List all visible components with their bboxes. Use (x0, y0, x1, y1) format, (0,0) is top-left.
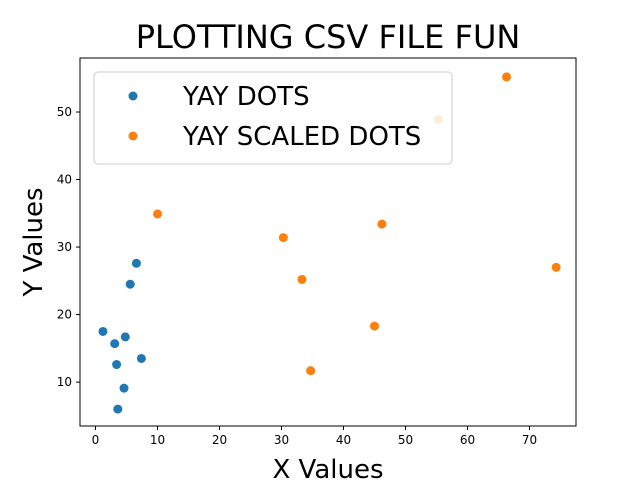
data-points (98, 72, 561, 414)
legend: YAY DOTS YAY SCALED DOTS (93, 71, 453, 165)
data-point (112, 360, 122, 370)
y-axis-label: Y Values (19, 187, 49, 297)
data-point (370, 321, 379, 331)
x-tick-label: 20 (212, 433, 227, 447)
y-tick-label: 30 (57, 240, 72, 254)
data-point (306, 366, 316, 376)
data-point (153, 209, 162, 219)
data-point (297, 274, 307, 284)
data-point (98, 326, 108, 336)
y-axis-ticks: 10 20 30 40 50 (57, 105, 80, 389)
x-tick-label: 50 (398, 433, 413, 447)
x-axis-ticks: 0 10 20 30 40 50 60 70 (92, 426, 537, 447)
chart-title: PLOTTING CSV FILE FUN (136, 18, 521, 56)
data-point (502, 72, 512, 82)
series-yay-dots (98, 258, 146, 414)
data-point (131, 258, 141, 268)
data-point (278, 233, 288, 243)
data-point (119, 383, 129, 393)
y-tick-label: 40 (57, 173, 72, 187)
legend-marker-yay-dots (128, 91, 138, 101)
data-point (551, 262, 561, 272)
x-tick-label: 70 (522, 433, 537, 447)
data-point (120, 332, 130, 342)
y-tick-label: 10 (57, 375, 72, 389)
y-tick-label: 50 (57, 105, 72, 119)
legend-marker-yay-scaled-dots (128, 131, 138, 141)
data-point (125, 279, 135, 289)
x-tick-label: 40 (336, 433, 351, 447)
y-tick-label: 20 (57, 308, 72, 322)
legend-label-yay-dots: YAY DOTS (182, 82, 310, 112)
x-tick-label: 30 (274, 433, 289, 447)
x-tick-label: 0 (92, 433, 100, 447)
data-point (113, 404, 123, 414)
legend-box (93, 71, 453, 165)
data-point (377, 219, 387, 229)
series-yay-scaled-dots (153, 72, 561, 376)
data-point (136, 353, 146, 363)
x-tick-label: 10 (150, 433, 165, 447)
data-point (110, 339, 120, 349)
x-tick-label: 60 (460, 433, 475, 447)
x-axis-label: X Values (272, 455, 383, 480)
legend-label-yay-scaled-dots: YAY SCALED DOTS (182, 122, 421, 152)
